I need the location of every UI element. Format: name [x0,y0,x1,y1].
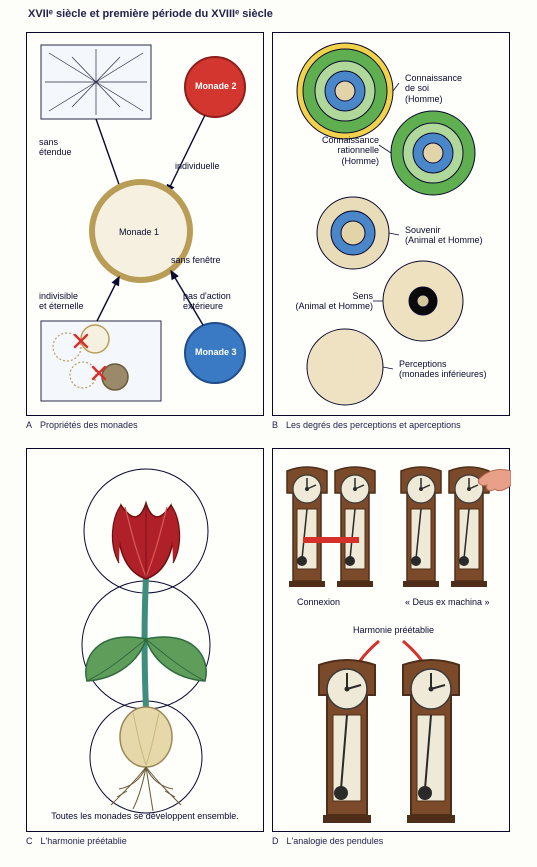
perception-ring [423,143,443,163]
perception-ring [341,221,365,245]
panel-a: sans étendue individuelle Monade 1 Monad… [26,32,264,416]
label-indivisible: indivisible et éternelle [39,291,84,312]
perception-label: Perceptions (monades inférieures) [399,359,487,380]
panel-b: Connaissance de soi (Homme) Connaissance … [272,32,510,416]
perception-label: Connaissance rationnelle (Homme) [322,135,379,166]
panel-d-svg [273,449,511,833]
perception-label: Connaissance de soi (Homme) [405,73,462,104]
label-sans-etendue: sans étendue [39,137,72,158]
perception-label: Sens (Animal et Homme) [295,291,373,312]
label-harmonie: Harmonie préétablie [353,625,434,635]
perception-ring [335,81,355,101]
panel-c-text: Toutes les monades se développent ensemb… [27,811,263,821]
caption-c-text: L'harmonie préétablie [41,836,127,846]
label-deus: « Deus ex machina » [405,597,490,607]
label-monade1: Monade 1 [119,227,159,237]
caption-a-text: Propriétés des monades [40,420,138,430]
caption-a: A Propriétés des monades [26,420,138,430]
caption-d: D L'analogie des pendules [272,836,383,846]
panel-c: Toutes les monades se développent ensemb… [26,448,264,832]
caption-d-letter: D [272,836,279,846]
label-pas-action: pas d'action extérieure [183,291,231,312]
caption-b-text: Les degrés des perceptions et aperceptio… [286,420,461,430]
perception-label: Souvenir (Animal et Homme) [405,225,483,246]
label-monade2: Monade 2 [195,81,237,91]
perception-ring [307,329,383,405]
panel-c-svg [27,449,265,833]
caption-c: C L'harmonie préétablie [26,836,127,846]
label-monade3: Monade 3 [195,347,237,357]
caption-c-letter: C [26,836,33,846]
caption-b: B Les degrés des perceptions et apercepti… [272,420,461,430]
caption-b-letter: B [272,420,278,430]
caption-a-letter: A [26,420,32,430]
label-connexion: Connexion [297,597,340,607]
caption-d-text: L'analogie des pendules [287,836,384,846]
label-individuelle: individuelle [175,161,220,171]
perception-ring [417,295,429,307]
page-title: XVIIᵉ siècle et première période du XVII… [28,8,273,20]
panel-d: Connexion « Deus ex machina » Harmonie p… [272,448,510,832]
label-sans-fenetre: sans fenêtre [171,255,221,265]
